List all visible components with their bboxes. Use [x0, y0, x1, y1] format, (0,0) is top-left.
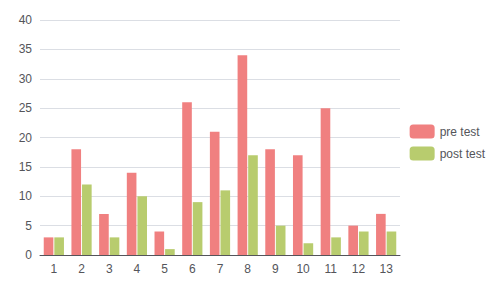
- svg-text:6: 6: [189, 262, 196, 276]
- svg-text:13: 13: [379, 262, 393, 276]
- svg-text:2: 2: [78, 262, 85, 276]
- svg-text:7: 7: [217, 262, 224, 276]
- svg-text:10: 10: [19, 189, 33, 203]
- svg-text:1: 1: [51, 262, 58, 276]
- svg-text:5: 5: [25, 219, 32, 233]
- svg-text:4: 4: [134, 262, 141, 276]
- svg-text:20: 20: [19, 131, 33, 145]
- svg-text:10: 10: [296, 262, 310, 276]
- svg-text:3: 3: [106, 262, 113, 276]
- svg-text:40: 40: [19, 13, 33, 27]
- svg-text:5: 5: [161, 262, 168, 276]
- svg-text:12: 12: [352, 262, 366, 276]
- svg-text:pre test: pre test: [440, 125, 481, 139]
- svg-text:35: 35: [19, 42, 33, 56]
- svg-text:15: 15: [19, 160, 33, 174]
- svg-text:post test: post test: [440, 147, 486, 161]
- svg-text:8: 8: [244, 262, 251, 276]
- svg-text:9: 9: [272, 262, 279, 276]
- svg-text:25: 25: [19, 101, 33, 115]
- svg-text:0: 0: [25, 248, 32, 262]
- svg-text:11: 11: [325, 262, 338, 276]
- svg-text:30: 30: [19, 72, 33, 86]
